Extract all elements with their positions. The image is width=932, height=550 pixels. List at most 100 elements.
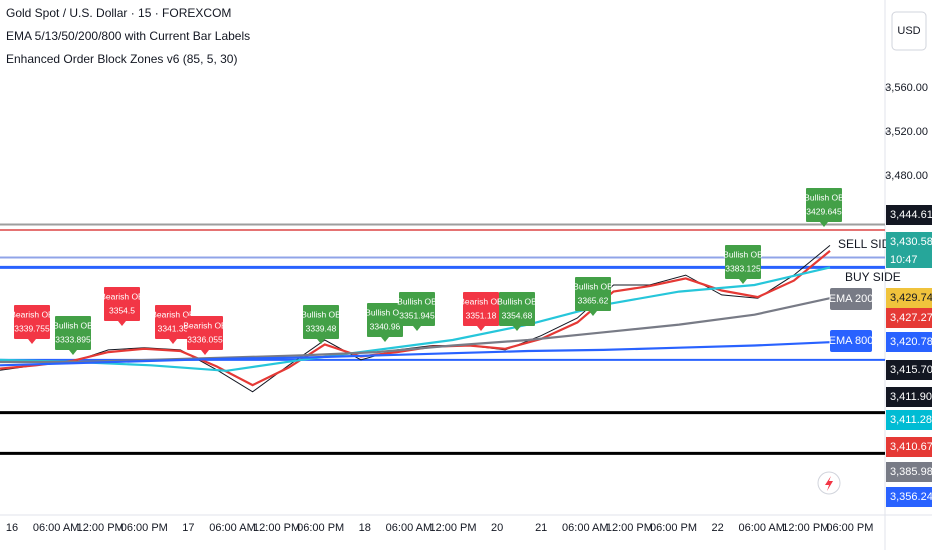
- price-label-box: [886, 487, 932, 507]
- ema-label: EMA 800: [829, 335, 874, 347]
- order-block-label: [187, 316, 223, 350]
- order-block-title: Bullish OB: [723, 249, 763, 259]
- x-tick-label: 06:00 AM: [386, 522, 432, 534]
- price-label: 3,410.67: [890, 441, 932, 453]
- x-tick-label: 06:00 AM: [209, 522, 255, 534]
- y-tick-label: 3,520.00: [885, 126, 928, 138]
- order-block-title: Bearish OB: [10, 309, 54, 319]
- price-label-box: [886, 462, 932, 482]
- price-label: 3,411.90: [890, 391, 932, 403]
- x-tick-label: 06:00 PM: [650, 522, 697, 534]
- x-tick-label: 22: [711, 522, 723, 534]
- order-block-label: [14, 305, 50, 339]
- price-label-box: [886, 360, 932, 380]
- order-block-label: [499, 292, 535, 326]
- price-label-box: [886, 205, 932, 225]
- x-tick-label: 21: [535, 522, 547, 534]
- order-block-pointer: [69, 350, 77, 355]
- ema-label-box: [830, 330, 872, 352]
- price-label-box: [886, 308, 932, 328]
- order-block-pointer: [477, 326, 485, 331]
- price-label: 3,429.74: [890, 292, 932, 304]
- order-block-label: [806, 188, 842, 222]
- order-block-label: [104, 287, 140, 321]
- side-label: BUY SIDE: [845, 270, 901, 284]
- order-block-pointer: [28, 339, 36, 344]
- order-block-label: [155, 305, 191, 339]
- order-block-label: [575, 277, 611, 311]
- order-block-pointer: [513, 326, 521, 331]
- order-block-label: [725, 245, 761, 279]
- currency-button[interactable]: [891, 11, 927, 51]
- alert-bolt: [825, 476, 833, 491]
- x-tick-label: 06:00 PM: [297, 522, 344, 534]
- order-block-title: Bullish OB: [497, 296, 537, 306]
- order-block-title: Bullish OB: [804, 192, 844, 202]
- order-block-label: [303, 305, 339, 339]
- order-block-price: 3333.895: [55, 334, 91, 344]
- order-block-pointer: [317, 339, 325, 344]
- chart-title: Gold Spot / U.S. Dollar · 15 · FOREXCOM: [6, 6, 231, 20]
- order-block-title: Bullish OB: [397, 296, 437, 306]
- x-tick-label: 12:00 PM: [606, 522, 653, 534]
- y-tick-label: 3,560.00: [885, 82, 928, 94]
- order-block-price: 3339.48: [306, 323, 337, 333]
- x-tick-label: 18: [359, 522, 371, 534]
- order-block-label: [463, 292, 499, 326]
- x-tick-label: 06:00 AM: [738, 522, 784, 534]
- order-block-pointer: [118, 321, 126, 326]
- order-block-price: 3365.62: [578, 295, 609, 305]
- x-tick-label: 17: [182, 522, 194, 534]
- order-block-price: 3383.125: [725, 263, 761, 273]
- order-block-pointer: [820, 222, 828, 227]
- order-block-price: 3354.5: [109, 305, 135, 315]
- order-block-price: 3351.945: [399, 310, 435, 320]
- price-label-box: [886, 288, 932, 308]
- price-label-box: [886, 232, 932, 252]
- x-tick-label: 12:00 PM: [253, 522, 300, 534]
- order-block-price: 3336.055: [187, 334, 223, 344]
- order-block-pointer: [201, 350, 209, 355]
- x-tick-label: 16: [6, 522, 18, 534]
- order-block-title: Bearish OB: [183, 320, 227, 330]
- x-tick-label: 06:00 AM: [33, 522, 79, 534]
- countdown-box: [886, 252, 932, 268]
- series-line: [0, 266, 831, 372]
- order-block-pointer: [589, 311, 597, 316]
- price-label-box: [886, 332, 932, 352]
- price-label: 3,427.27: [890, 312, 932, 324]
- price-label-box: [886, 387, 932, 407]
- order-block-label: [55, 316, 91, 350]
- price-label-box: [886, 410, 932, 430]
- indicator-label: Enhanced Order Block Zones v6 (85, 5, 30…: [6, 52, 237, 66]
- price-label: 3,430.58: [890, 236, 932, 248]
- price-label-box: [886, 437, 932, 457]
- order-block-pointer: [169, 339, 177, 344]
- order-block-title: Bullish OB: [573, 281, 613, 291]
- order-block-label: [399, 292, 435, 326]
- indicator-label: EMA 5/13/50/200/800 with Current Bar Lab…: [6, 29, 250, 43]
- x-tick-label: 12:00 PM: [429, 522, 476, 534]
- order-block-title: Bullish OB: [365, 307, 405, 317]
- currency-label: USD: [897, 25, 920, 37]
- order-block-price: 3351.18: [466, 310, 497, 320]
- order-block-title: Bearish OB: [151, 309, 195, 319]
- y-tick-label: 3,480.00: [885, 170, 928, 182]
- order-block-price: 3340.98: [370, 321, 401, 331]
- price-label: 3,444.61: [890, 209, 932, 221]
- x-tick-label: 12:00 PM: [782, 522, 829, 534]
- price-label: 3,411.28: [890, 414, 932, 426]
- order-block-title: Bullish OB: [301, 309, 341, 319]
- side-label: SELL SIDE: [838, 237, 898, 251]
- order-block-price: 3354.68: [502, 310, 533, 320]
- x-tick-label: 06:00 PM: [121, 522, 168, 534]
- order-block-pointer: [381, 337, 389, 342]
- series-line: [0, 341, 831, 367]
- order-block-title: Bearish OB: [100, 291, 144, 301]
- order-block-price: 3339.755: [14, 323, 50, 333]
- countdown: 10:47: [890, 254, 918, 266]
- price-label: 3,420.78: [890, 336, 932, 348]
